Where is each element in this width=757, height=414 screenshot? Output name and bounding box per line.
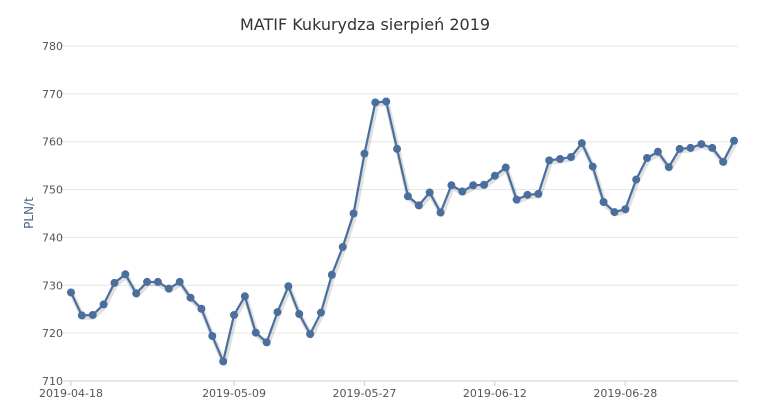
data-point[interactable]: [197, 304, 206, 313]
y-tick-label: 720: [42, 327, 63, 340]
data-point[interactable]: [621, 205, 630, 214]
data-point[interactable]: [153, 277, 162, 286]
data-point[interactable]: [414, 201, 423, 210]
data-point[interactable]: [143, 277, 152, 286]
y-tick-label: 760: [42, 136, 63, 149]
data-point[interactable]: [164, 284, 173, 293]
y-axis-label: PLN/t: [22, 197, 36, 229]
series-line: [69, 100, 736, 363]
data-point[interactable]: [349, 209, 358, 218]
y-tick-label: 710: [42, 375, 63, 388]
data-point[interactable]: [599, 198, 608, 207]
data-point[interactable]: [501, 163, 510, 172]
data-point[interactable]: [251, 328, 260, 337]
chart-title: MATIF Kukurydza sierpień 2019: [240, 15, 490, 34]
data-point[interactable]: [708, 143, 717, 152]
x-tick-label: 2019-06-28: [593, 387, 657, 400]
data-point[interactable]: [327, 270, 336, 279]
data-point[interactable]: [523, 190, 532, 199]
x-tick-label: 2019-04-18: [39, 387, 103, 400]
data-point[interactable]: [295, 310, 304, 318]
y-tick-label: 750: [42, 184, 63, 197]
data-point[interactable]: [653, 147, 662, 156]
data-point[interactable]: [219, 357, 228, 366]
data-point[interactable]: [719, 157, 728, 166]
data-point[interactable]: [208, 332, 217, 341]
y-tick-label: 780: [42, 40, 63, 53]
data-point[interactable]: [566, 153, 575, 162]
y-tick-label: 740: [42, 231, 63, 244]
x-tick-label: 2019-05-09: [202, 387, 266, 400]
data-point[interactable]: [284, 282, 293, 291]
data-point[interactable]: [610, 208, 619, 217]
data-point[interactable]: [306, 330, 315, 339]
data-point[interactable]: [338, 243, 347, 251]
data-point[interactable]: [697, 140, 706, 149]
data-point[interactable]: [360, 149, 369, 158]
data-point[interactable]: [632, 175, 641, 184]
series-layer: [67, 97, 738, 366]
data-point[interactable]: [675, 144, 684, 153]
data-point[interactable]: [230, 310, 239, 319]
y-tick-label: 770: [42, 88, 63, 101]
series-line-shadow: [69, 101, 738, 366]
data-point[interactable]: [490, 171, 499, 180]
data-point[interactable]: [175, 277, 184, 286]
x-tick-label: 2019-06-12: [463, 387, 527, 400]
data-point[interactable]: [393, 144, 402, 153]
x-tick-label: 2019-05-27: [332, 387, 396, 400]
x-axis: 2019-04-18 2019-05-09 2019-05-27 2019-06-12…: [39, 380, 738, 400]
data-point[interactable]: [88, 310, 97, 319]
data-point[interactable]: [132, 289, 141, 298]
data-point[interactable]: [316, 308, 325, 317]
data-point[interactable]: [436, 208, 445, 217]
y-axis-ticks: 710 720 730 740 750 760 770 780: [42, 40, 63, 388]
data-point[interactable]: [480, 180, 489, 189]
data-point[interactable]: [588, 162, 597, 171]
data-point[interactable]: [425, 188, 434, 197]
data-point[interactable]: [469, 181, 478, 190]
data-point[interactable]: [371, 98, 380, 107]
data-point[interactable]: [99, 300, 108, 309]
data-point[interactable]: [458, 187, 467, 196]
y-tick-label: 730: [42, 279, 63, 292]
data-point[interactable]: [273, 308, 282, 317]
data-point[interactable]: [664, 163, 673, 172]
data-point[interactable]: [186, 293, 195, 302]
data-point[interactable]: [240, 292, 249, 301]
data-point[interactable]: [643, 153, 652, 162]
data-point[interactable]: [512, 195, 521, 204]
data-point[interactable]: [77, 311, 86, 320]
data-point[interactable]: [382, 97, 391, 106]
data-point[interactable]: [403, 192, 412, 201]
data-point[interactable]: [686, 143, 695, 152]
data-point[interactable]: [110, 278, 119, 287]
data-point[interactable]: [121, 270, 130, 279]
data-point[interactable]: [545, 156, 554, 165]
data-point[interactable]: [556, 154, 565, 163]
data-point[interactable]: [577, 139, 586, 148]
data-point[interactable]: [534, 189, 543, 198]
data-point[interactable]: [447, 181, 456, 190]
data-point[interactable]: [262, 338, 271, 347]
data-point[interactable]: [67, 288, 75, 297]
data-point[interactable]: [730, 136, 738, 145]
